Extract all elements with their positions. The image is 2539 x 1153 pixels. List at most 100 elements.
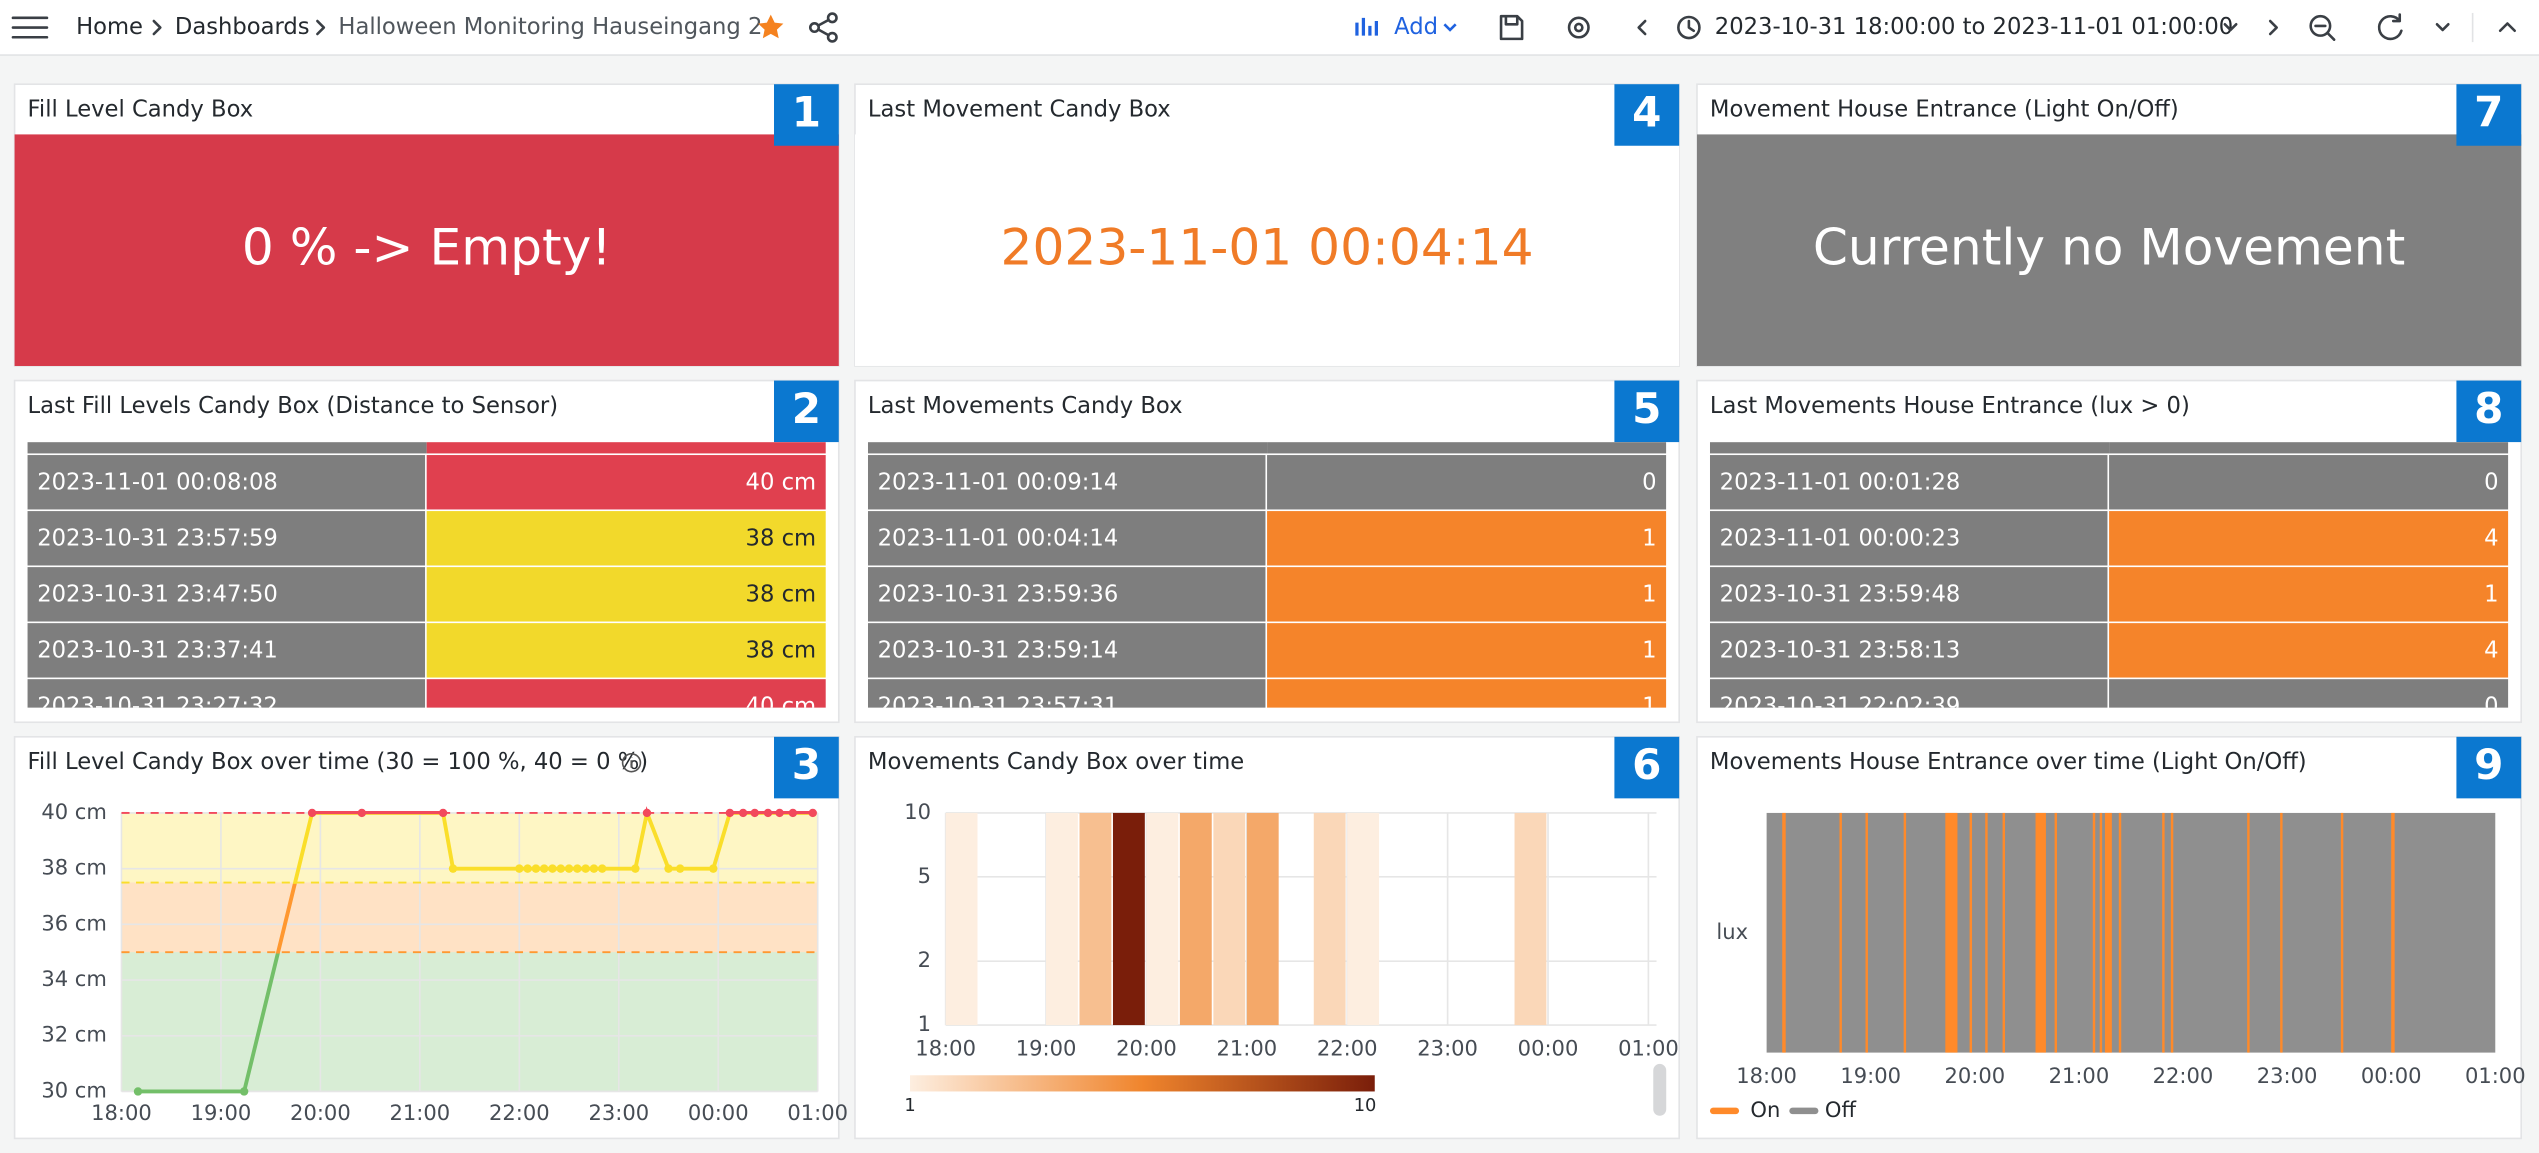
point bbox=[750, 808, 759, 818]
gear-ring[interactable] bbox=[1567, 16, 1590, 39]
table-time: 2023-10-31 23:59:14 bbox=[878, 638, 1119, 664]
y-tick-label: 2 bbox=[918, 947, 931, 972]
share-icon[interactable] bbox=[808, 12, 838, 43]
x-tick-label: 18:00 bbox=[1736, 1063, 1797, 1088]
x-tick-label: 01:00 bbox=[2465, 1063, 2526, 1088]
panel-badge bbox=[2456, 84, 2522, 146]
table-cell bbox=[1709, 511, 2108, 566]
point bbox=[675, 864, 685, 873]
share-dot[interactable] bbox=[808, 22, 820, 34]
refresh-icon[interactable] bbox=[2377, 13, 2403, 41]
table: 2023-11-01 00:08:08 40 cm 2023-10-31 23:57… bbox=[27, 442, 826, 720]
threshold-band bbox=[121, 882, 818, 953]
share-dot[interactable] bbox=[826, 31, 838, 43]
panel-badge-number: 1 bbox=[792, 87, 821, 136]
share-dot[interactable] bbox=[826, 12, 838, 24]
legend-label[interactable]: Off bbox=[1825, 1097, 1857, 1122]
table-cell bbox=[27, 511, 426, 566]
state-on bbox=[2391, 812, 2395, 1053]
table-time: 2023-10-31 23:58:13 bbox=[1720, 638, 1961, 664]
state-on bbox=[1839, 812, 1842, 1053]
table-cell bbox=[1267, 623, 1667, 678]
state-on bbox=[2092, 812, 2096, 1053]
clock-icon[interactable] bbox=[1677, 15, 1701, 40]
star-icon[interactable] bbox=[758, 14, 784, 39]
table-cell bbox=[2109, 567, 2509, 622]
add-button[interactable]: Add bbox=[1394, 14, 1438, 40]
table-cell bbox=[27, 567, 426, 622]
table-cell bbox=[1267, 567, 1667, 622]
table-time: 2023-10-31 23:27:32 bbox=[37, 694, 278, 720]
table-time: 2023-10-31 23:59:36 bbox=[878, 582, 1119, 608]
state-on bbox=[2280, 812, 2283, 1053]
heat-cell bbox=[1112, 812, 1145, 1026]
table-value: 1 bbox=[1642, 694, 1656, 720]
clock-face[interactable] bbox=[1677, 15, 1701, 40]
state-on bbox=[2099, 812, 2103, 1053]
x-tick-label: 19:00 bbox=[1840, 1063, 1901, 1088]
state-on bbox=[1969, 812, 1973, 1053]
panel-title: Last Movements Candy Box bbox=[868, 393, 1183, 419]
point bbox=[738, 808, 748, 818]
top-bar bbox=[0, 0, 2539, 56]
point bbox=[307, 808, 317, 818]
state-on bbox=[2247, 812, 2250, 1053]
x-tick-label: 22:00 bbox=[2153, 1063, 2214, 1088]
table-time: 2023-11-01 00:08:08 bbox=[37, 470, 278, 496]
table-value: 0 bbox=[2484, 470, 2498, 496]
clock-hands[interactable] bbox=[1687, 19, 1696, 33]
table-header-strip bbox=[27, 442, 427, 454]
panel-badge bbox=[2456, 736, 2522, 799]
add-icon[interactable] bbox=[1355, 17, 1378, 36]
time-forward[interactable] bbox=[2268, 19, 2278, 36]
table-value: 4 bbox=[2484, 526, 2498, 552]
table-cell bbox=[867, 679, 1266, 708]
x-tick-label: 21:00 bbox=[1217, 1035, 1278, 1060]
y-tick-label: 38 cm bbox=[41, 855, 107, 880]
table-cell bbox=[1709, 455, 2108, 510]
x-tick-label: 23:00 bbox=[2257, 1063, 2318, 1088]
y-tick-label: 1 bbox=[918, 1011, 931, 1036]
table-cell bbox=[2109, 679, 2509, 708]
menu-icon[interactable] bbox=[11, 16, 49, 39]
point bbox=[642, 808, 652, 818]
add-chevron[interactable] bbox=[1443, 23, 1457, 32]
point bbox=[539, 864, 549, 873]
x-tick-label: 18:00 bbox=[915, 1035, 976, 1060]
state-on bbox=[2104, 812, 2112, 1053]
breadcrumb-dashboards[interactable]: Dashboards bbox=[175, 14, 310, 40]
point bbox=[556, 864, 565, 873]
panel-badge-number: 5 bbox=[1632, 384, 1661, 433]
x-tick-label: 00:00 bbox=[1518, 1035, 1579, 1060]
collapse-icon[interactable] bbox=[2498, 22, 2517, 33]
refresh-chevron[interactable] bbox=[2435, 22, 2450, 32]
breadcrumb-home[interactable]: Home bbox=[76, 14, 143, 40]
info-icon[interactable] bbox=[621, 753, 642, 773]
state-on bbox=[1865, 812, 1868, 1053]
table-cell bbox=[426, 455, 826, 510]
gear-hub[interactable] bbox=[1573, 22, 1584, 33]
zoom-out-icon[interactable] bbox=[2309, 14, 2336, 41]
time-back[interactable] bbox=[1637, 19, 1647, 36]
table: 2023-11-01 00:01:28 0 2023-11-01 00:00:23 4… bbox=[1709, 442, 2509, 708]
menu-lines[interactable] bbox=[11, 16, 49, 39]
table-cell bbox=[27, 455, 426, 510]
scrollbar bbox=[1653, 1063, 1667, 1116]
threshold-band bbox=[121, 952, 818, 1092]
y-tick-label: 10 bbox=[904, 799, 931, 824]
legend-label[interactable]: On bbox=[1750, 1097, 1780, 1122]
settings-icon[interactable] bbox=[1567, 16, 1590, 39]
point bbox=[448, 864, 458, 873]
time-range[interactable]: 2023-10-31 18:00:00 to 2023-11-01 01:00:… bbox=[1715, 14, 2233, 40]
table-cell bbox=[867, 623, 1266, 678]
share-lines[interactable] bbox=[817, 18, 830, 37]
table-value: 38 cm bbox=[746, 638, 817, 664]
zoom-lens[interactable] bbox=[2309, 14, 2332, 37]
save-icon[interactable] bbox=[1499, 14, 1524, 41]
table-cell bbox=[27, 679, 426, 708]
table-cell bbox=[1267, 455, 1667, 510]
zoom-handle[interactable] bbox=[2314, 24, 2336, 41]
time-range-chevron[interactable] bbox=[2223, 22, 2238, 32]
